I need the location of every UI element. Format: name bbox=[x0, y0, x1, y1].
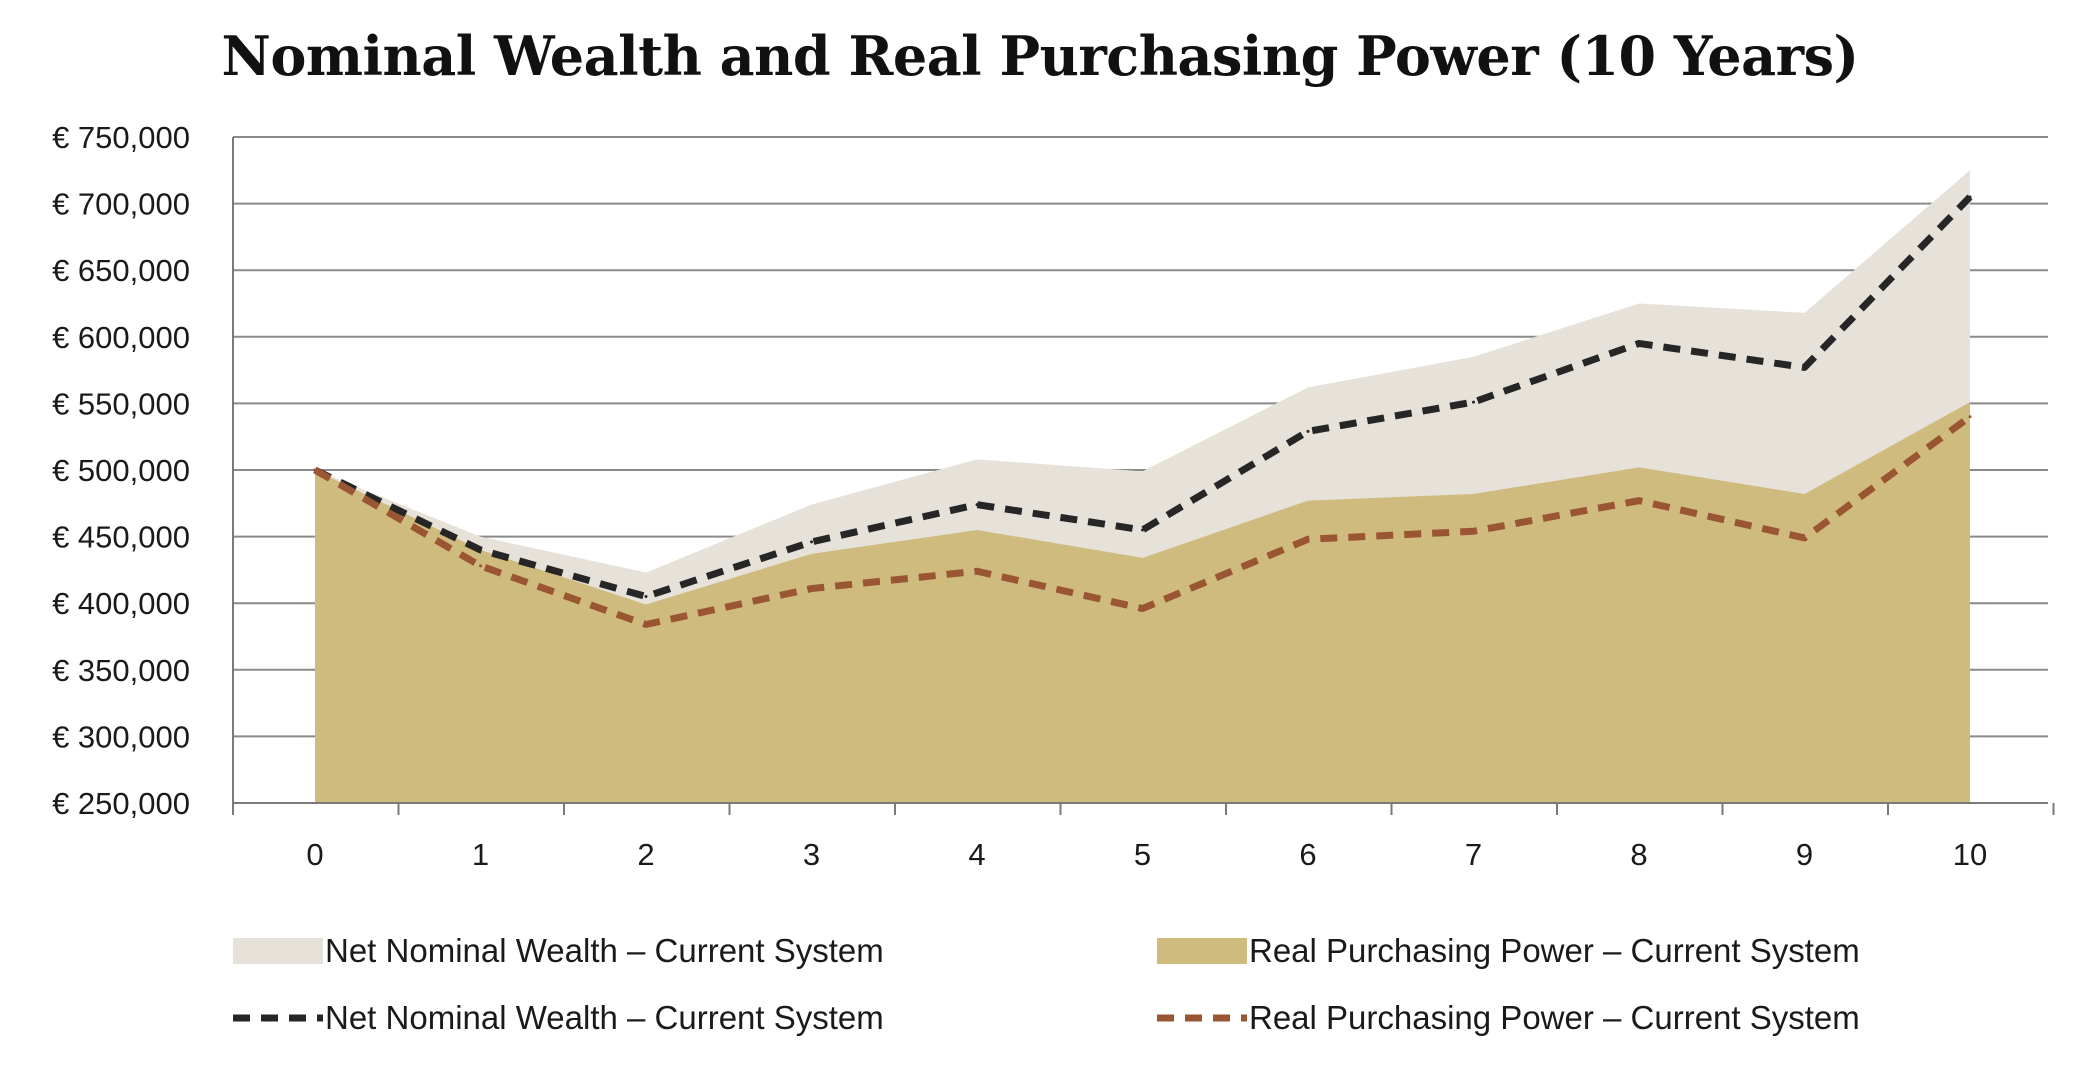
y-tick-label: € 600,000 bbox=[52, 320, 190, 355]
legend-swatch-2 bbox=[1157, 938, 1247, 964]
y-tick-label: € 750,000 bbox=[52, 120, 190, 155]
y-tick-label: € 250,000 bbox=[52, 786, 190, 821]
y-axis-ticks: € 250,000 € 300,000 € 350,000 € 400,000 € 45… bbox=[52, 120, 190, 821]
x-tick-label: 2 bbox=[637, 837, 654, 872]
y-tick-label: € 700,000 bbox=[52, 187, 190, 222]
legend-label-1: Net Nominal Wealth – Current System bbox=[325, 932, 884, 969]
x-tick-label: 8 bbox=[1630, 837, 1647, 872]
y-tick-label: € 350,000 bbox=[52, 653, 190, 688]
line-series-1-point-5 bbox=[1141, 528, 1144, 532]
legend-label-3: Net Nominal Wealth – Current System bbox=[325, 999, 884, 1036]
legend-item-4: Real Purchasing Power – Current System bbox=[1157, 999, 1860, 1036]
line-series-2-point-9 bbox=[1803, 536, 1806, 540]
line-series-2-point-0 bbox=[313, 468, 317, 472]
line-series-1-point-4 bbox=[975, 503, 979, 507]
line-series-1-point-1 bbox=[479, 548, 482, 552]
legend: Net Nominal Wealth – Current System Real … bbox=[233, 932, 1860, 1036]
legend-label-2: Real Purchasing Power – Current System bbox=[1249, 932, 1860, 969]
legend-item-1: Net Nominal Wealth – Current System bbox=[233, 932, 884, 969]
y-tick-label: € 550,000 bbox=[52, 386, 190, 421]
line-series-2-point-2 bbox=[644, 623, 648, 627]
area-series bbox=[315, 170, 1970, 804]
x-tick-label: 7 bbox=[1465, 837, 1482, 872]
x-axis-ticks: 0 1 2 3 4 5 6 7 8 9 10 bbox=[306, 837, 1987, 872]
y-tick-label: € 500,000 bbox=[52, 453, 190, 488]
line-series-1-point-3 bbox=[810, 540, 813, 544]
line-series-1 bbox=[313, 194, 1973, 601]
line-series-2-point-4 bbox=[975, 569, 979, 573]
axes bbox=[232, 137, 2055, 815]
x-tick-label: 1 bbox=[472, 837, 489, 872]
line-series-1-point-7 bbox=[1472, 400, 1475, 404]
line-series-1-point-8 bbox=[1637, 341, 1641, 345]
y-tick-label: € 300,000 bbox=[52, 719, 190, 754]
x-tick-label: 4 bbox=[968, 837, 985, 872]
line-series-1-point-2 bbox=[644, 595, 648, 599]
y-tick-label: € 400,000 bbox=[52, 586, 190, 621]
legend-item-3: Net Nominal Wealth – Current System bbox=[233, 999, 884, 1036]
line-series-2-point-1 bbox=[479, 564, 482, 568]
line-series-2-point-10 bbox=[1968, 415, 1972, 419]
x-tick-label: 3 bbox=[803, 837, 820, 872]
y-tick-label: € 650,000 bbox=[52, 253, 190, 288]
line-series-1-point-6 bbox=[1306, 429, 1310, 433]
legend-label-4: Real Purchasing Power – Current System bbox=[1249, 999, 1860, 1036]
line-series-2-point-5 bbox=[1141, 607, 1144, 611]
x-tick-label: 10 bbox=[1953, 837, 1987, 872]
line-series bbox=[313, 194, 1973, 629]
line-series-2-point-8 bbox=[1637, 499, 1641, 503]
line-series-1-point-9 bbox=[1803, 365, 1806, 369]
x-tick-label: 9 bbox=[1796, 837, 1813, 872]
chart-title: Nominal Wealth and Real Purchasing Power… bbox=[221, 24, 1858, 88]
line-series-2-point-6 bbox=[1306, 537, 1310, 541]
y-tick-label: € 450,000 bbox=[52, 520, 190, 555]
x-tick-label: 0 bbox=[306, 837, 323, 872]
line-series-2-point-3 bbox=[810, 587, 813, 591]
line-series-2-point-7 bbox=[1472, 529, 1475, 533]
area-series-2 bbox=[315, 402, 1970, 803]
legend-swatch-1 bbox=[233, 938, 323, 964]
x-tick-label: 5 bbox=[1134, 837, 1151, 872]
legend-item-2: Real Purchasing Power – Current System bbox=[1157, 932, 1860, 969]
line-series-1-point-10 bbox=[1968, 195, 1972, 199]
x-tick-label: 6 bbox=[1299, 837, 1316, 872]
